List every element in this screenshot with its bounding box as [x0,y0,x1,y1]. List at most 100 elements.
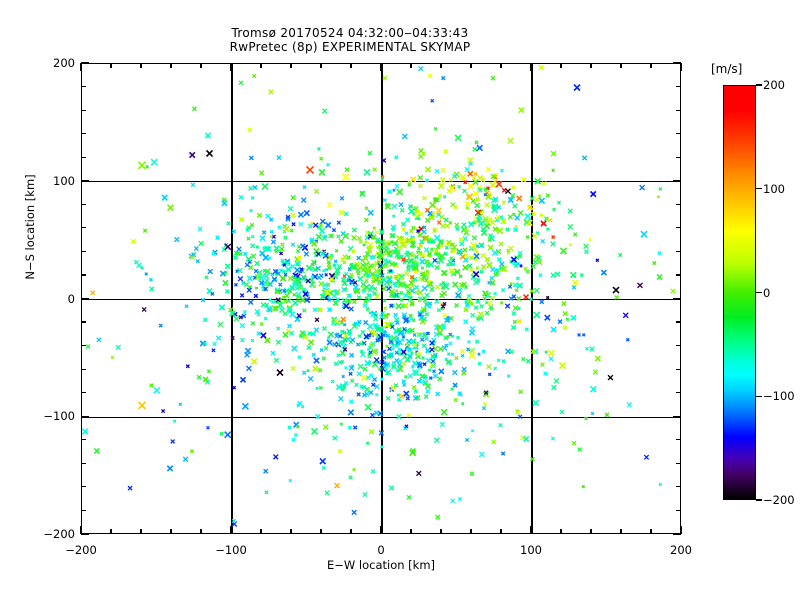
scatter-point [471,235,478,241]
y-tick [676,227,681,229]
scatter-point [571,440,577,446]
scatter-point [407,354,413,360]
scatter-point [314,317,320,323]
scatter-point [512,305,519,312]
scatter-point [275,339,282,345]
scatter-point [507,214,513,220]
scatter-point [443,149,449,154]
scatter-point [511,294,517,299]
scatter-point [433,126,438,131]
scatter-point [184,304,189,309]
scatter-point [375,245,380,249]
scatter-point [323,288,330,295]
scatter-point [551,384,557,391]
scatter-point [294,286,300,291]
scatter-point [292,281,297,286]
scatter-point [356,295,362,300]
x-tick [650,529,652,534]
scatter-point [321,235,328,242]
scatter-point [382,198,387,203]
colorbar-tick [756,499,762,501]
scatter-point [197,226,203,232]
scatter-point [432,258,438,263]
scatter-point [474,140,479,145]
scatter-point [559,409,565,415]
scatter-point [409,449,417,457]
scatter-point [387,334,394,340]
scatter-point [315,413,321,420]
scatter-point [319,250,326,257]
scatter-point [262,254,270,261]
scatter-point [363,299,368,304]
scatter-point [579,273,584,278]
scatter-point [538,64,544,71]
scatter-point [416,289,424,296]
scatter-point [433,437,440,444]
scatter-point [233,255,238,260]
scatter-point [331,320,336,326]
scatter-point [223,270,228,275]
scatter-point [303,209,311,217]
scatter-point [383,240,390,247]
scatter-point [342,336,348,343]
scatter-point [372,286,378,292]
scatter-point [193,246,199,252]
scatter-point [341,298,348,304]
scatter-point [461,281,467,288]
x-tick [110,63,112,68]
x-tick [290,63,292,68]
scatter-point [639,184,646,191]
scatter-point [412,342,418,348]
scatter-point [480,263,487,270]
scatter-point [182,456,189,462]
scatter-point [547,217,553,223]
scatter-point [402,302,409,309]
scatter-point [512,227,518,233]
scatter-point [571,285,577,290]
scatter-point [206,425,210,430]
scatter-point [501,200,506,205]
scatter-point [338,209,345,216]
scatter-point [282,288,287,293]
scatter-point [403,252,410,259]
scatter-point [428,214,435,221]
scatter-point [402,353,408,360]
scatter-point [414,254,419,260]
scatter-point [352,299,357,304]
scatter-point [454,134,462,142]
scatter-point [295,283,299,288]
scatter-point [326,265,332,271]
x-tick [380,526,382,534]
scatter-point [378,314,385,320]
scatter-point [440,304,446,309]
scatter-point [477,311,485,318]
scatter-point [347,293,352,299]
scatter-point [469,325,476,332]
scatter-point [538,273,543,278]
scatter-point [577,447,583,452]
x-tick [500,63,502,68]
scatter-point [224,289,230,294]
scatter-point [383,321,391,329]
scatter-point [352,467,356,472]
scatter-point [282,269,286,274]
scatter-point [357,363,364,370]
scatter-point [468,221,475,228]
scatter-point [533,287,540,294]
scatter-point [402,283,406,288]
scatter-point [379,272,385,278]
scatter-point [401,335,406,339]
y-tick [676,321,681,323]
scatter-point [440,408,448,416]
scatter-point [356,392,361,397]
scatter-point [309,237,315,243]
scatter-point [326,162,330,167]
scatter-point [348,475,353,480]
scatter-point [254,260,260,267]
y-tick [81,85,86,88]
scatter-point [397,245,403,251]
x-tick [140,63,142,68]
scatter-point [416,470,422,477]
scatter-point [480,252,486,259]
scatter-point [474,339,480,344]
